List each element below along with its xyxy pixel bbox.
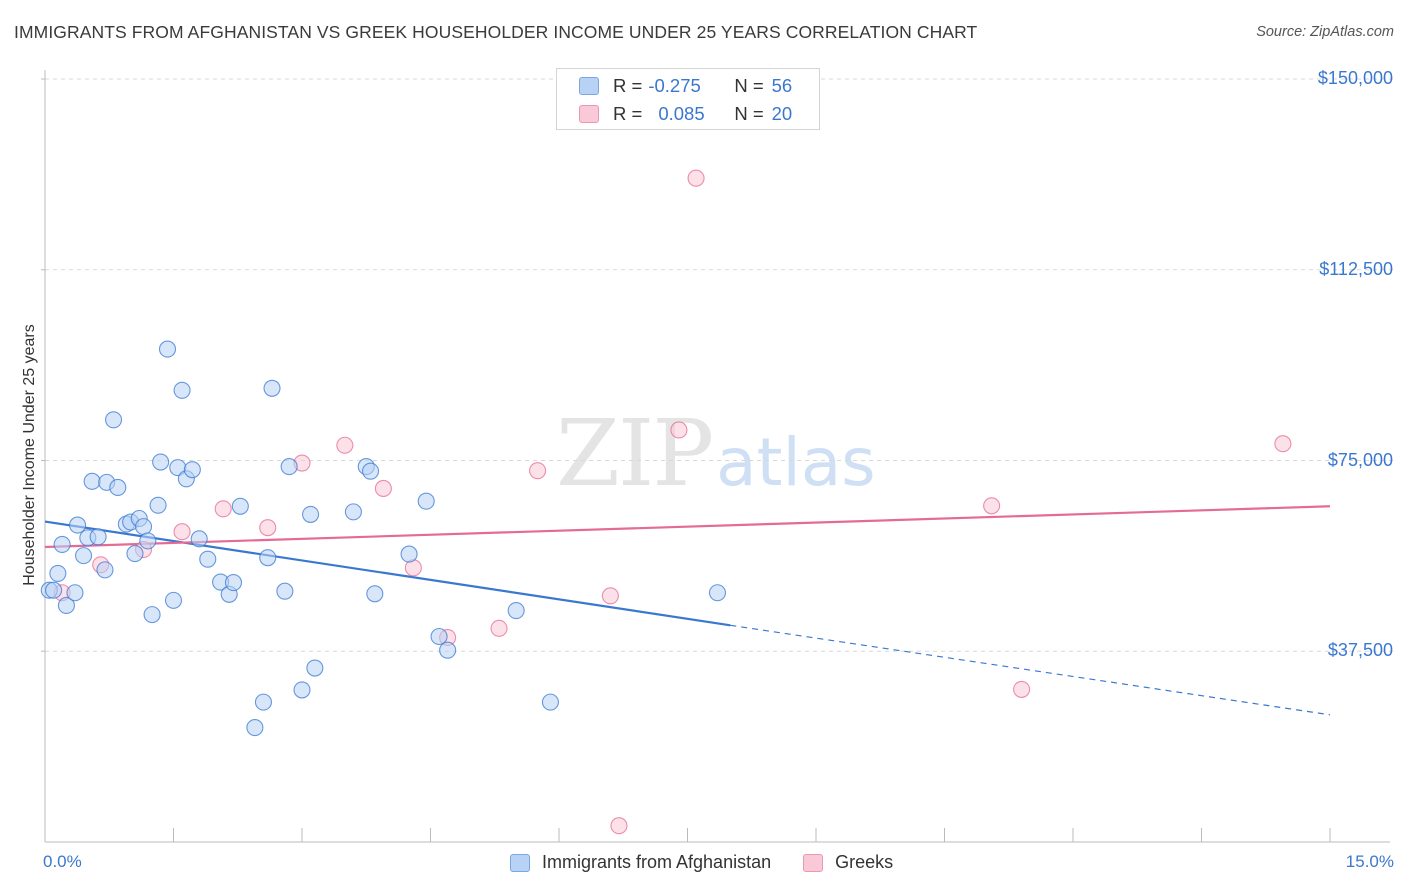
point-greeks xyxy=(336,436,354,454)
legend-label: Immigrants from Afghanistan xyxy=(542,852,772,872)
point-afghanistan xyxy=(306,659,324,677)
point-afghanistan xyxy=(173,381,191,399)
y-tick-label: $37,500 xyxy=(1327,640,1393,661)
point-afghanistan xyxy=(430,627,448,646)
point-afghanistan xyxy=(417,492,435,510)
point-greeks xyxy=(1274,435,1292,453)
point-afghanistan xyxy=(45,581,63,599)
point-afghanistan xyxy=(280,458,298,476)
y-tick-label: $112,500 xyxy=(1319,258,1393,279)
n-value: 20 xyxy=(771,103,793,124)
x-tick-label-min: 0.0% xyxy=(43,852,82,871)
point-afghanistan xyxy=(66,584,84,602)
trend-line-greeks xyxy=(44,505,1331,549)
trend-line-afghanistan xyxy=(44,520,731,627)
point-afghanistan xyxy=(69,516,87,534)
n-label: N = xyxy=(734,103,764,124)
point-afghanistan xyxy=(139,532,157,550)
x-tick-label-max: 15.0% xyxy=(1345,852,1394,871)
point-afghanistan xyxy=(190,530,208,548)
point-afghanistan xyxy=(361,462,380,480)
stats-legend: R = -0.275 N = 56 R = 0.085 N = 20 xyxy=(556,68,820,130)
point-afghanistan xyxy=(263,379,281,397)
point-afghanistan xyxy=(231,497,249,515)
point-afghanistan xyxy=(83,472,101,490)
point-afghanistan xyxy=(199,550,217,568)
point-greeks xyxy=(610,817,628,835)
r-value: 0.085 xyxy=(658,103,705,124)
point-afghanistan xyxy=(366,585,384,603)
point-afghanistan xyxy=(344,503,362,521)
point-afghanistan xyxy=(708,584,727,602)
legend-item-greeks[interactable]: Greeks xyxy=(803,852,893,873)
trend-lines xyxy=(44,505,1331,716)
point-greeks xyxy=(529,462,547,480)
point-greeks xyxy=(1013,680,1031,698)
legend-swatch-blue xyxy=(510,853,530,872)
point-afghanistan xyxy=(400,545,418,563)
point-greeks xyxy=(983,497,1001,515)
y-tick-label: $75,000 xyxy=(1327,449,1393,470)
source-label: Source: ZipAtlas.com xyxy=(1256,24,1394,40)
y-axis-label: Householder Income Under 25 years xyxy=(21,324,38,586)
point-afghanistan xyxy=(224,574,243,592)
series-legend: Immigrants from Afghanistan Greeks xyxy=(510,852,925,873)
grid-lines xyxy=(45,78,1395,652)
stats-row-afghanistan: R = -0.275 N = 56 xyxy=(579,73,792,99)
chart-title: IMMIGRANTS FROM AFGHANISTAN VS GREEK HOU… xyxy=(14,22,978,42)
point-greeks xyxy=(601,587,619,605)
point-afghanistan xyxy=(89,528,107,546)
point-greeks xyxy=(670,421,688,439)
point-afghanistan xyxy=(507,602,525,620)
point-afghanistan xyxy=(254,693,273,711)
watermark-atlas: atlas xyxy=(716,424,876,501)
point-afghanistan xyxy=(183,461,201,479)
point-afghanistan xyxy=(96,561,114,579)
point-afghanistan xyxy=(75,547,93,565)
r-label: R = xyxy=(613,75,643,96)
point-afghanistan xyxy=(276,582,294,600)
point-afghanistan xyxy=(53,535,71,553)
point-afghanistan xyxy=(302,505,320,523)
axes xyxy=(41,70,1390,843)
y-tick-label: $150,000 xyxy=(1317,68,1393,88)
point-greeks xyxy=(490,619,508,637)
watermark-zip: ZIP xyxy=(556,400,714,507)
point-afghanistan xyxy=(293,681,311,699)
r-value: -0.275 xyxy=(648,75,701,96)
watermark: ZIPatlas xyxy=(556,400,876,507)
legend-swatch-blue xyxy=(579,77,599,95)
legend-label: Greeks xyxy=(835,852,894,872)
point-afghanistan xyxy=(158,340,177,358)
legend-item-afghanistan[interactable]: Immigrants from Afghanistan xyxy=(510,852,771,873)
point-greeks xyxy=(214,500,232,518)
point-afghanistan xyxy=(49,564,67,582)
point-greeks xyxy=(687,169,705,187)
point-afghanistan xyxy=(134,518,153,536)
stats-row-greeks: R = 0.085 N = 20 xyxy=(579,101,792,127)
point-afghanistan xyxy=(439,641,457,659)
point-afghanistan xyxy=(143,606,161,624)
point-afghanistan xyxy=(164,591,183,609)
legend-swatch-pink xyxy=(803,853,824,872)
point-greeks xyxy=(173,523,191,541)
legend-swatch-pink xyxy=(579,105,599,123)
point-afghanistan xyxy=(152,453,170,471)
point-afghanistan xyxy=(126,545,144,563)
n-value: 56 xyxy=(771,75,793,96)
point-afghanistan xyxy=(246,718,264,737)
point-greeks xyxy=(259,519,277,537)
point-afghanistan xyxy=(259,549,277,567)
point-afghanistan xyxy=(57,596,75,615)
point-afghanistan xyxy=(149,496,167,514)
point-afghanistan xyxy=(104,411,123,429)
data-points xyxy=(40,169,1292,835)
n-label: N = xyxy=(734,75,764,96)
point-afghanistan xyxy=(541,693,559,711)
point-afghanistan xyxy=(109,478,127,497)
point-greeks xyxy=(374,479,392,498)
trend-line-afghanistan-extrapolated xyxy=(730,624,1331,716)
r-label: R = xyxy=(613,103,643,124)
